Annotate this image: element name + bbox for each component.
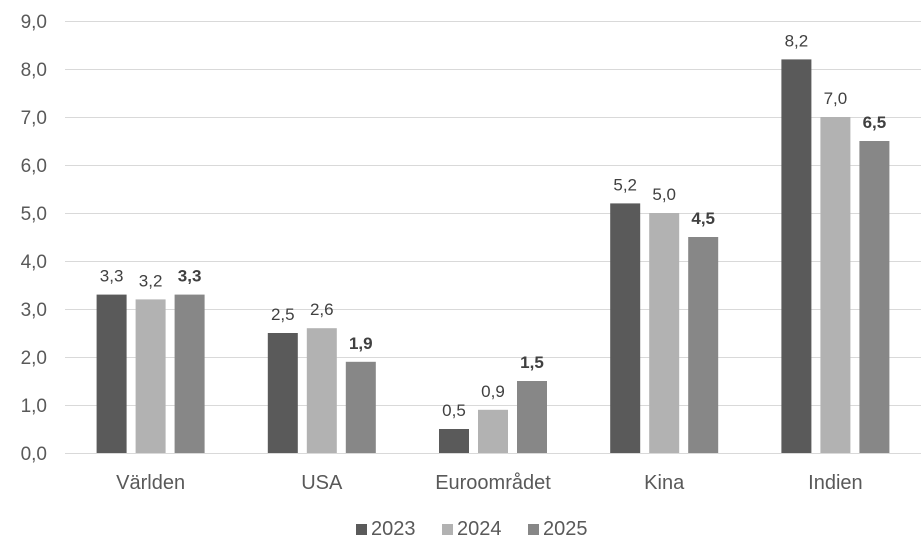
legend-label: 2023 [371,518,416,540]
category-label: Kina [644,472,685,494]
y-tick-label: 0,0 [21,444,47,465]
data-label: 3,2 [139,271,163,290]
gridlines [65,21,921,454]
y-tick-label: 3,0 [21,300,47,321]
category-label: Indien [808,472,863,494]
bar-2025 [688,237,719,453]
data-label: 3,3 [100,267,124,286]
legend: 2023 2024 2025 [356,518,588,540]
data-label: 0,9 [481,382,505,401]
data-label: 8,2 [785,31,809,50]
data-label: 1,9 [349,334,373,353]
y-tick-label: 8,0 [21,60,47,81]
category-label: USA [301,472,343,494]
y-tick-label: 6,0 [21,156,47,177]
data-label: 2,5 [271,305,295,324]
data-labels: 3,3 3,2 3,3 2,5 2,6 1,9 0,5 0,9 1,5 5,2 5,0 4,5 8,2 7… [100,31,886,420]
bar-2024 [306,328,337,453]
legend-swatch [356,524,367,535]
data-label: 5,0 [652,185,676,204]
category-label: Euroområdet [435,472,551,494]
bar-2025 [345,361,376,453]
y-tick-label: 5,0 [21,204,47,225]
y-tick-label: 1,0 [21,396,47,417]
data-label: 5,2 [613,175,637,194]
bar-2023 [439,429,469,453]
y-tick-label: 7,0 [21,108,47,129]
legend-swatch [528,524,539,535]
data-label: 2,6 [310,300,334,319]
bar-2023 [267,333,298,453]
y-tick-label: 2,0 [21,348,47,369]
legend-swatch [442,524,453,535]
bar-2025 [174,294,205,453]
data-label: 6,5 [863,113,887,132]
y-tick-label: 9,0 [21,12,47,33]
y-tick-label: 4,0 [21,252,47,273]
data-label: 1,5 [520,353,544,372]
bar-2024 [478,409,508,453]
y-axis-ticks: 0,0 1,0 2,0 3,0 4,0 5,0 6,0 7,0 8,0 9,0 [21,12,47,465]
data-label: 0,5 [442,401,466,420]
x-axis-categories: Världen USA Euroområdet Kina Indien [116,472,863,494]
bar-2023 [781,59,812,454]
bar-2023 [610,203,641,453]
bar-2024 [135,299,166,453]
bar-2024 [820,117,851,453]
bar-2025 [859,141,890,453]
data-label: 4,5 [691,209,715,228]
bar-2024 [649,213,680,453]
legend-label: 2024 [457,518,502,540]
bar-2023 [96,294,127,453]
legend-label: 2025 [543,518,588,540]
bar-2025 [517,381,547,453]
bars [96,59,890,454]
category-label: Världen [116,472,185,494]
data-label: 3,3 [178,267,202,286]
data-label: 7,0 [824,89,848,108]
